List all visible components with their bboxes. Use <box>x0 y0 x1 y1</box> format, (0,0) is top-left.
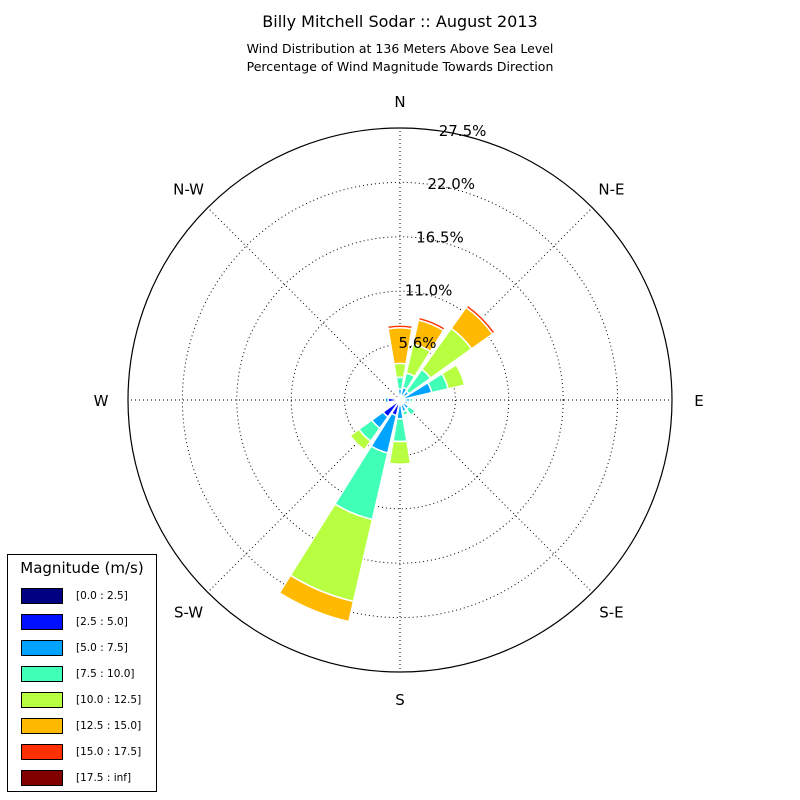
wind-bar-segment <box>384 396 390 404</box>
legend-swatch <box>21 770 63 786</box>
radial-gridline <box>181 181 619 619</box>
angular-gridline <box>207 207 401 401</box>
legend-swatch <box>21 666 63 682</box>
wind-bar-segment <box>397 396 401 401</box>
legend-label: [2.5 : 5.0] <box>76 616 128 628</box>
legend-swatch <box>21 744 63 760</box>
radial-gridline <box>236 236 564 564</box>
angular-gridline <box>207 399 401 593</box>
legend-swatch <box>21 640 63 656</box>
polar-frame <box>127 127 673 673</box>
legend-label: [0.0 : 2.5] <box>76 590 128 602</box>
legend-label: [10.0 : 12.5] <box>76 694 142 706</box>
wind-bar-segment <box>278 574 355 623</box>
direction-label: N <box>394 93 405 111</box>
radial-tick-label: 16.5% <box>416 228 464 246</box>
legend-swatch <box>21 692 63 708</box>
legend-label: [15.0 : 17.5] <box>76 746 142 758</box>
direction-label: S-E <box>599 603 623 621</box>
polar-labels: 5.6% 11.0% 16.5% 22.0% 27.5% N N-E E S-E S S-W W N-W <box>94 93 704 709</box>
polar-outer-frame <box>127 127 673 673</box>
wind-bar-segment <box>417 316 447 332</box>
wind-bar-segment <box>440 363 466 390</box>
direction-label: W <box>94 392 109 410</box>
legend-label: [7.5 : 10.0] <box>76 668 135 680</box>
wind-bar-segment <box>393 362 407 379</box>
legend-label: [12.5 : 15.0] <box>76 720 142 732</box>
wind-bar-segment <box>386 324 414 330</box>
wind-bar-segment <box>408 397 414 403</box>
direction-label: S <box>395 691 405 709</box>
radial-tick-label: 27.5% <box>439 122 487 140</box>
legend-label: [5.0 : 7.5] <box>76 642 128 654</box>
legend-swatch <box>21 588 63 604</box>
chart-title: Billy Mitchell Sodar :: August 2013 <box>262 12 538 31</box>
wind-bar-segment <box>349 428 372 451</box>
radial-tick-label: 5.6% <box>398 334 436 352</box>
legend-title: Magnitude (m/s) <box>20 559 144 577</box>
legend-label: [17.5 : inf] <box>76 772 132 784</box>
wind-bar-segment <box>465 303 497 335</box>
wind-rose-bars <box>278 303 497 623</box>
legend: Magnitude (m/s) [0.0 : 2.5] [2.5 : 5.0] … <box>7 554 157 792</box>
chart-subtitle-line-2: Percentage of Wind Magnitude Towards Dir… <box>246 59 554 74</box>
legend-swatch <box>21 718 63 734</box>
angular-gridline <box>399 207 593 401</box>
chart-subtitle-line-1: Wind Distribution at 136 Meters Above Se… <box>246 41 554 56</box>
direction-label: N-E <box>598 181 624 199</box>
angular-gridline <box>399 399 593 593</box>
wind-bar-segment <box>405 405 417 417</box>
radial-tick-label: 11.0% <box>405 282 453 300</box>
wind-bar-segment <box>388 440 412 466</box>
direction-label: N-W <box>173 181 204 199</box>
direction-label: E <box>694 392 703 410</box>
legend-swatch <box>21 614 63 630</box>
radial-tick-label: 22.0% <box>427 175 475 193</box>
wind-bar-segment <box>401 409 410 417</box>
direction-label: S-W <box>174 603 203 621</box>
